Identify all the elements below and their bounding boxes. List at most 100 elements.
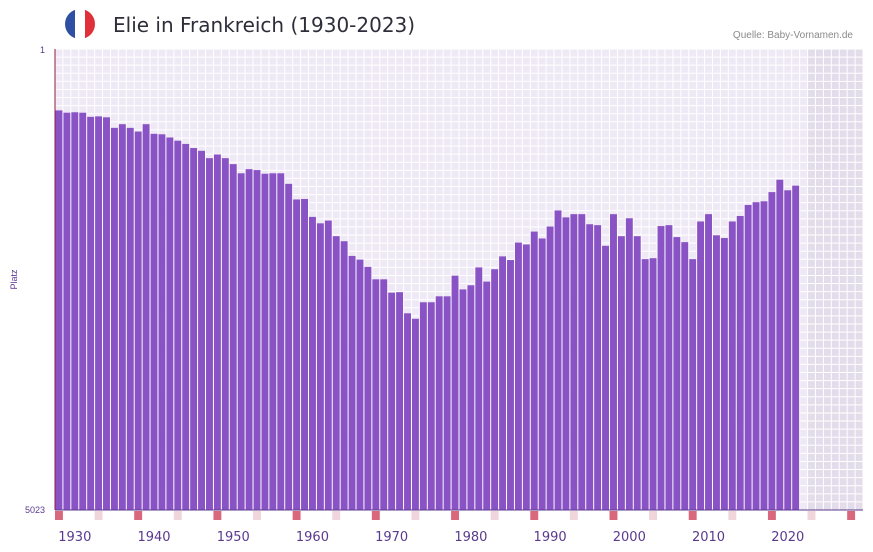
bar-2021 [792,185,800,510]
decade-marker-1958 [292,511,301,520]
x-tick-label-1960: 1960 [296,530,329,545]
source-credit: Quelle: Baby-Vornamen.de [732,30,853,41]
bar-2014 [736,215,744,510]
bar-1963 [332,236,340,510]
half-decade-marker-1993 [569,511,578,520]
bar-1986 [514,242,522,510]
bar-1964 [340,241,348,511]
bar-1978 [451,275,459,510]
bar-1979 [459,289,467,510]
bar-2017 [760,201,768,510]
bar-1969 [380,279,388,510]
axis-labels: 1 5023 Platz 1930 1940 1950 1960 1970 1980 1990 20… [9,45,804,545]
bar-1997 [602,245,610,510]
bar-1943 [174,140,182,511]
half-decade-marker-2013 [728,511,737,520]
bar-1991 [554,210,562,510]
bar-1957 [285,183,293,511]
bar-2016 [752,202,760,510]
bar-1953 [253,170,261,511]
half-decade-marker-1983 [490,511,499,520]
bar-series [55,110,800,511]
bar-1938 [134,131,142,510]
bar-1962 [324,220,332,511]
axes [54,49,863,511]
bar-2019 [776,179,784,510]
x-tick-label-1990: 1990 [534,530,567,545]
bar-1946 [198,150,206,510]
x-tick-label-1950: 1950 [217,530,250,545]
bar-1947 [206,158,213,510]
bar-1974 [419,302,427,510]
bar-1930 [71,112,79,511]
half-decade-marker-2003 [649,511,658,520]
half-decade-marker-2023 [807,511,816,520]
bar-1941 [158,134,166,511]
bar-1984 [499,256,507,510]
bar-1928 [55,110,63,510]
bar-1989 [538,238,546,510]
bar-1960 [308,216,316,510]
bar-1949 [221,158,229,510]
bar-1959 [301,198,308,511]
y-tick-label-top: 1 [40,45,45,55]
bar-1936 [118,124,126,510]
bar-2008 [689,259,697,510]
bar-1993 [570,214,578,510]
x-tick-label-2000: 2000 [613,530,646,545]
bar-2013 [728,221,736,510]
bar-1976 [435,296,443,510]
bar-1966 [356,259,364,510]
bar-2005 [665,225,673,510]
decade-marker-1988 [530,511,539,520]
bar-1994 [578,214,586,510]
bar-1942 [166,137,174,510]
bar-1937 [126,127,134,510]
decade-marker-2028 [847,511,856,520]
y-axis-title: Platz [9,269,19,290]
bar-1980 [467,285,475,510]
decade-marker-2008 [688,511,697,520]
bar-2003 [649,258,657,510]
bar-1996 [594,225,602,510]
x-tick-label-2010: 2010 [692,530,725,545]
future-range [807,49,863,510]
bar-2010 [705,214,712,510]
bar-2011 [712,235,720,511]
bar-1998 [610,214,617,510]
x-tick-label-1970: 1970 [375,530,408,545]
y-tick-label-bottom: 5023 [25,505,45,515]
x-tick-label-2020: 2020 [771,530,804,545]
bar-1975 [427,302,435,510]
decade-marker-1928 [55,511,63,520]
half-decade-marker-1973 [411,511,420,520]
x-tick-label-1930: 1930 [58,530,91,545]
bar-2015 [744,204,752,511]
bar-1948 [213,154,221,511]
bar-1955 [269,173,277,510]
bar-2004 [657,226,665,510]
decade-marker-1948 [213,511,222,520]
bar-2018 [768,192,776,511]
bar-1995 [586,224,594,510]
bar-1992 [562,217,570,510]
half-decade-marker-1953 [253,511,261,520]
bar-1988 [530,231,538,510]
bar-1954 [261,173,269,510]
bar-1939 [142,124,150,510]
bar-1973 [411,318,419,510]
bar-1950 [229,164,237,510]
bar-1967 [364,266,372,510]
bar-1990 [546,226,554,511]
bar-1961 [316,223,324,510]
bar-1951 [237,173,245,510]
bar-1935 [110,127,118,510]
bar-1940 [150,133,158,511]
bar-2000 [625,218,633,510]
decade-marker-1998 [609,511,618,520]
bar-1985 [507,260,514,510]
bar-2001 [633,236,641,510]
bar-2020 [784,190,792,510]
bar-1934 [103,117,110,510]
bar-1931 [79,112,87,511]
